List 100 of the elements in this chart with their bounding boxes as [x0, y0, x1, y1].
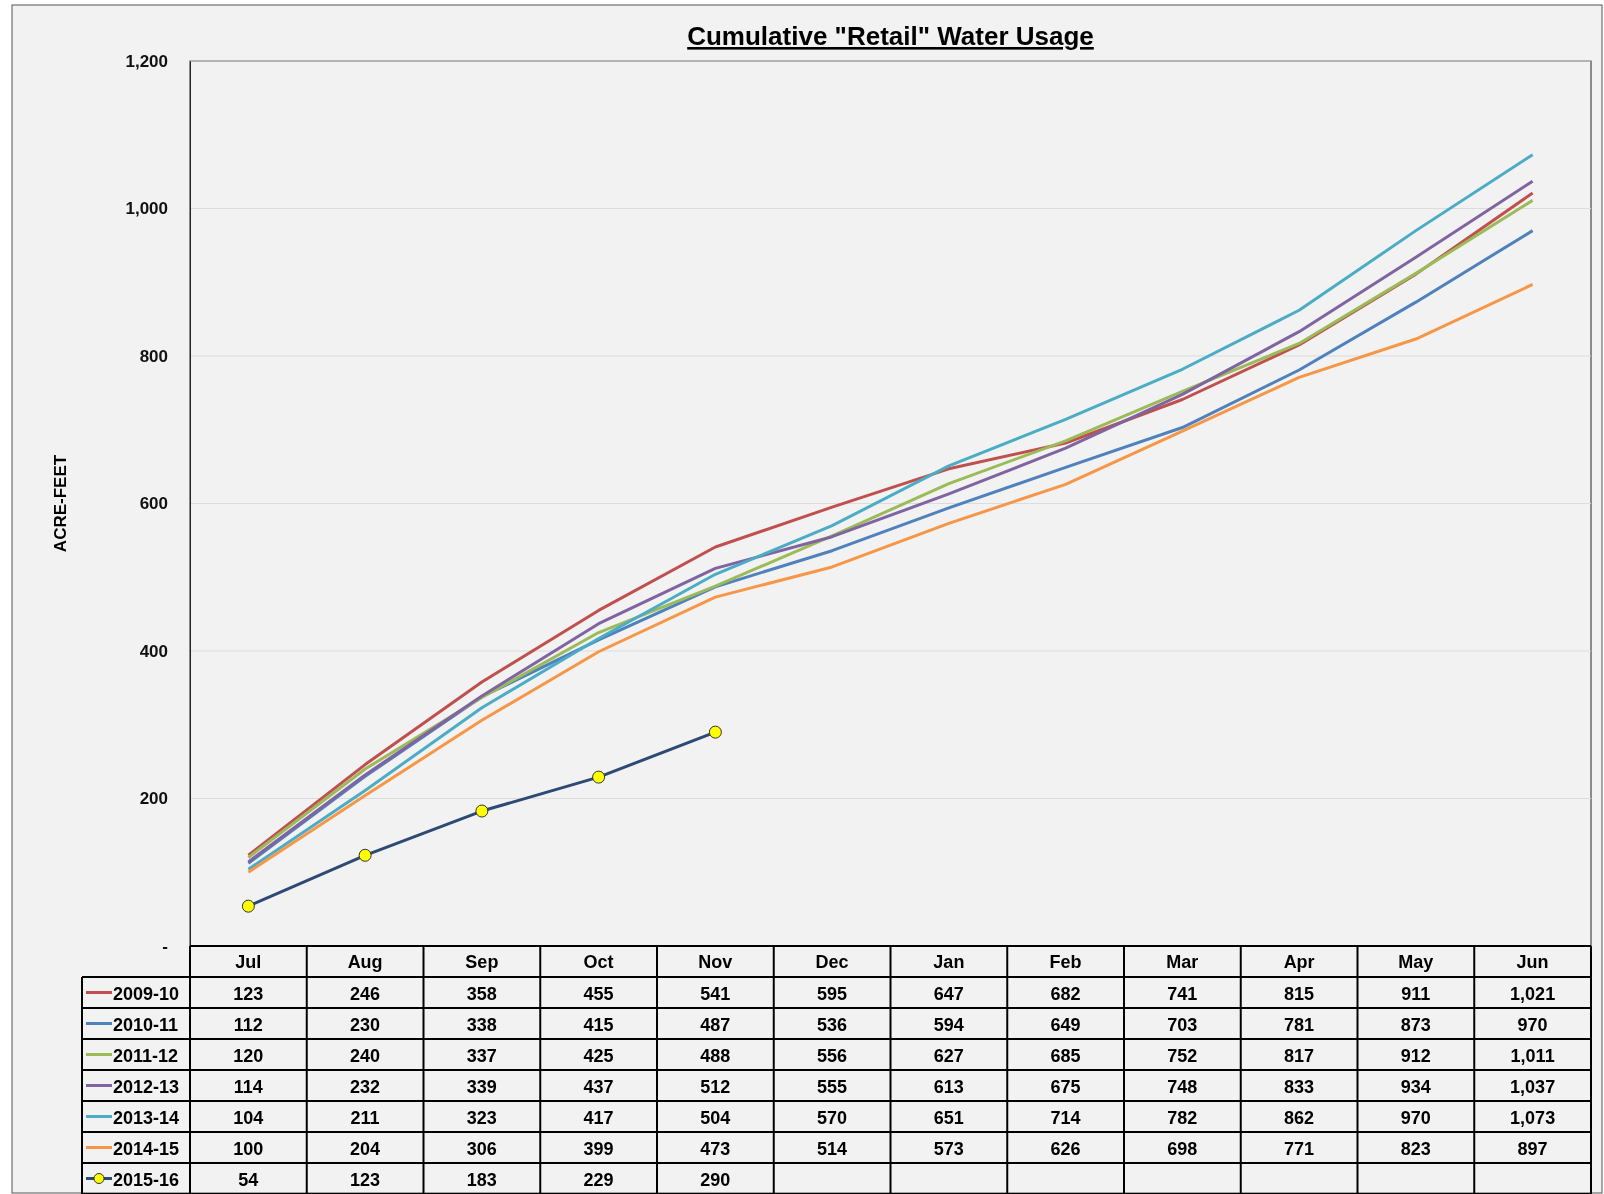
x-tick-label: Sep — [465, 951, 499, 972]
data-label: 1,037 — [1510, 1076, 1556, 1097]
data-label: 714 — [1050, 1107, 1081, 1128]
data-label: 339 — [466, 1076, 497, 1097]
data-label: 970 — [1517, 1014, 1548, 1035]
data-label: 183 — [466, 1169, 497, 1190]
data-label: 771 — [1284, 1138, 1315, 1159]
data-label: 682 — [1050, 983, 1081, 1004]
data-label: 897 — [1517, 1138, 1548, 1159]
data-label: 437 — [583, 1076, 614, 1097]
data-label: 685 — [1050, 1045, 1081, 1066]
data-label: 120 — [233, 1045, 264, 1066]
data-label: 1,011 — [1510, 1045, 1555, 1066]
x-tick-label: Dec — [815, 951, 849, 972]
data-label: 570 — [817, 1107, 848, 1128]
data-label: 556 — [817, 1045, 848, 1066]
data-label: 647 — [933, 983, 964, 1004]
data-label: 651 — [933, 1107, 964, 1128]
data-label: 337 — [466, 1045, 497, 1066]
data-label: 698 — [1167, 1138, 1198, 1159]
data-label: 306 — [466, 1138, 497, 1159]
y-tick-label: 1,200 — [125, 51, 168, 71]
x-tick-label: Mar — [1166, 951, 1199, 972]
data-label: 815 — [1284, 983, 1315, 1004]
legend-label: 2014-15 — [113, 1138, 180, 1159]
data-label: 970 — [1400, 1107, 1431, 1128]
data-label: 741 — [1167, 983, 1198, 1004]
data-label: 934 — [1400, 1076, 1431, 1097]
data-label: 514 — [817, 1138, 848, 1159]
data-label: 573 — [933, 1138, 964, 1159]
data-label: 541 — [700, 983, 731, 1004]
data-label: 862 — [1284, 1107, 1315, 1128]
data-label: 246 — [350, 983, 381, 1004]
data-label: 230 — [350, 1014, 381, 1035]
data-label: 536 — [817, 1014, 848, 1035]
x-tick-label: Aug — [347, 951, 383, 972]
x-tick-label: Apr — [1283, 951, 1315, 972]
data-label: 415 — [583, 1014, 614, 1035]
data-label: 782 — [1167, 1107, 1198, 1128]
data-label: 748 — [1167, 1076, 1198, 1097]
legend-label: 2009-10 — [113, 983, 180, 1004]
legend-label: 2015-16 — [113, 1169, 180, 1190]
x-tick-label: Feb — [1049, 951, 1082, 972]
data-label: 627 — [933, 1045, 964, 1066]
y-tick-label: 400 — [139, 641, 168, 661]
data-label: 823 — [1400, 1138, 1431, 1159]
legend-label: 2012-13 — [113, 1076, 180, 1097]
data-label: 873 — [1400, 1014, 1431, 1035]
data-label: 211 — [350, 1107, 380, 1128]
data-label: 833 — [1284, 1076, 1315, 1097]
data-label: 626 — [1050, 1138, 1081, 1159]
data-label: 512 — [700, 1076, 731, 1097]
data-label: 504 — [700, 1107, 731, 1128]
data-label: 1,021 — [1510, 983, 1556, 1004]
y-tick-label: 200 — [139, 789, 168, 809]
x-tick-label: Nov — [698, 951, 733, 972]
data-label: 675 — [1050, 1076, 1081, 1097]
data-label: 290 — [700, 1169, 731, 1190]
data-label: 323 — [466, 1107, 497, 1128]
data-label: 123 — [350, 1169, 381, 1190]
data-label: 417 — [583, 1107, 614, 1128]
data-label: 752 — [1167, 1045, 1198, 1066]
data-label: 112 — [233, 1014, 263, 1035]
chart-title: Cumulative "Retail" Water Usage — [687, 21, 1094, 51]
data-label: 1,073 — [1510, 1107, 1556, 1128]
y-tick-label: - — [162, 936, 168, 956]
data-label: 555 — [817, 1076, 848, 1097]
legend-label: 2013-14 — [113, 1107, 180, 1128]
data-label: 54 — [238, 1169, 259, 1190]
x-tick-label: May — [1398, 951, 1434, 972]
x-tick-label: Jul — [235, 951, 262, 972]
data-label: 473 — [700, 1138, 731, 1159]
data-label: 487 — [700, 1014, 731, 1035]
data-label: 104 — [233, 1107, 264, 1128]
data-label: 911 — [1401, 983, 1431, 1004]
data-label: 114 — [233, 1076, 263, 1097]
data-label: 204 — [350, 1138, 381, 1159]
data-label: 399 — [583, 1138, 614, 1159]
data-label: 703 — [1167, 1014, 1198, 1035]
data-label: 817 — [1284, 1045, 1315, 1066]
data-label: 649 — [1050, 1014, 1081, 1035]
data-label: 123 — [233, 983, 264, 1004]
data-label: 100 — [233, 1138, 264, 1159]
y-tick-label: 600 — [139, 494, 168, 514]
data-label: 338 — [466, 1014, 497, 1035]
data-label: 240 — [350, 1045, 381, 1066]
data-label: 425 — [583, 1045, 614, 1066]
legend-label: 2011-12 — [113, 1045, 179, 1066]
legend-label: 2010-11 — [113, 1014, 179, 1035]
x-tick-label: Jan — [933, 951, 965, 972]
data-label: 613 — [933, 1076, 964, 1097]
data-label: 594 — [933, 1014, 964, 1035]
data-label: 595 — [817, 983, 848, 1004]
data-label: 358 — [466, 983, 497, 1004]
x-tick-label: Jun — [1516, 951, 1549, 972]
data-label: 229 — [583, 1169, 614, 1190]
y-axis-title: ACRE-FEET — [51, 454, 70, 553]
data-label: 488 — [700, 1045, 731, 1066]
y-tick-label: 1,000 — [125, 199, 168, 219]
data-label: 781 — [1284, 1014, 1315, 1035]
